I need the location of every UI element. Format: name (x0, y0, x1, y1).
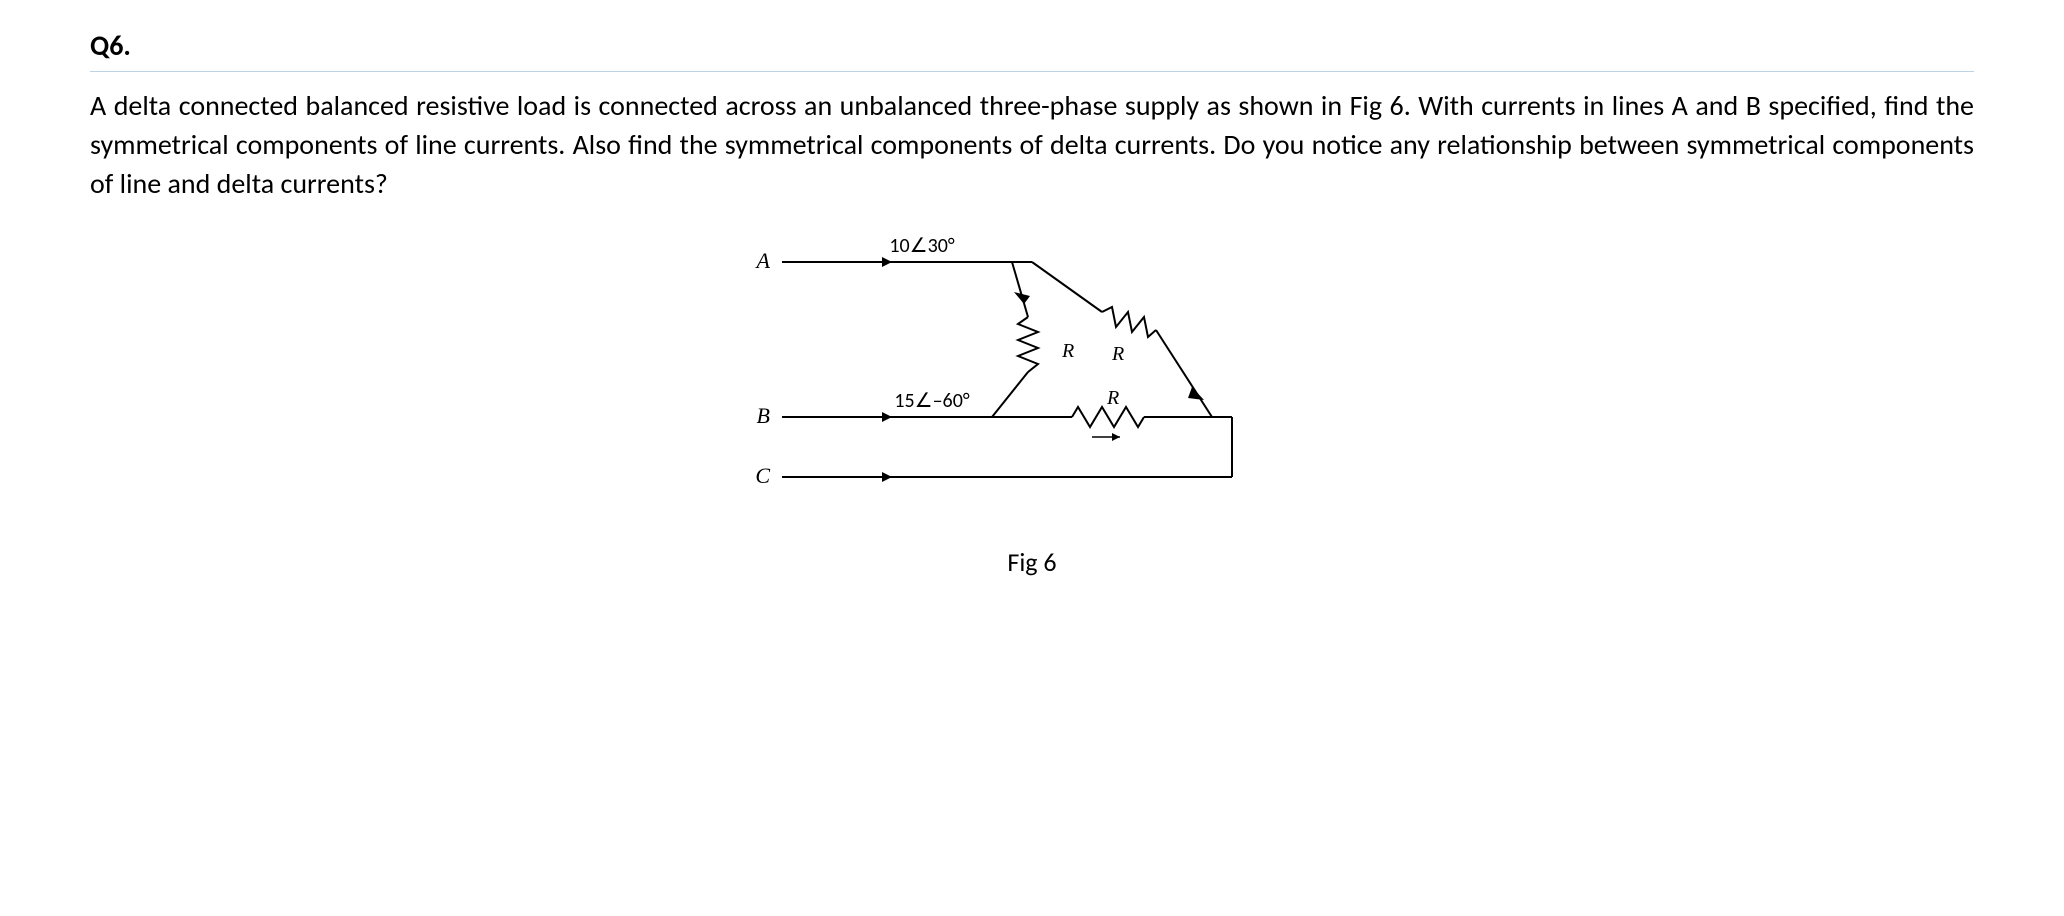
line-a-current: 10∠30° (889, 234, 954, 258)
figure: A 10∠30° B 15∠–60° C R R (90, 212, 1974, 542)
resistor-right-label: R (1111, 343, 1124, 365)
resistor-left-label: R (1061, 340, 1074, 362)
line-b-label: B (757, 403, 770, 428)
line-b-current: 15∠–60° (894, 389, 969, 413)
divider (90, 71, 1974, 72)
line-c-label: C (755, 463, 770, 488)
line-a-label: A (755, 248, 771, 273)
figure-caption: Fig 6 (90, 546, 1974, 578)
question-number: Q6. (90, 28, 1974, 63)
question-body: A delta connected balanced resistive loa… (90, 86, 1974, 204)
circuit-diagram: A 10∠30° B 15∠–60° C R R (712, 212, 1352, 542)
resistor-bottom-label: R (1106, 387, 1119, 409)
